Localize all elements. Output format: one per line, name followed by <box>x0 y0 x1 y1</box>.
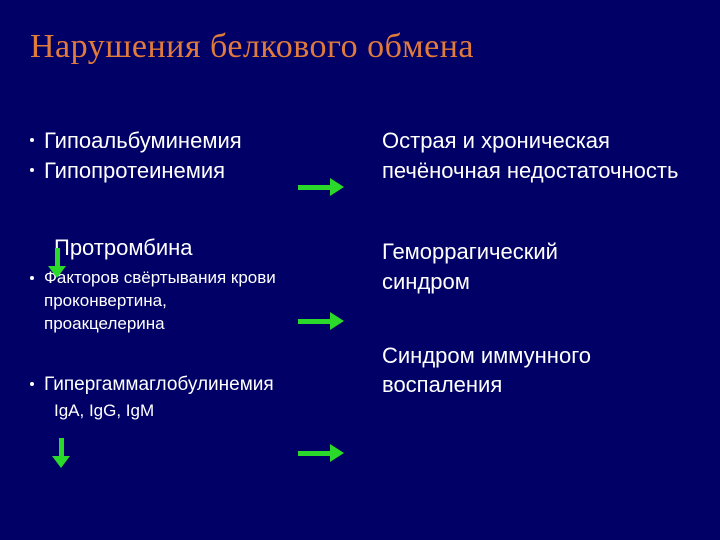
arrow-down-icon <box>48 248 66 278</box>
factors-block: Факторов свёртывания крови проконвертина… <box>44 267 276 336</box>
slide-title: Нарушения белкового обмена <box>30 28 690 66</box>
arrow-head-icon <box>330 178 344 196</box>
slide: Нарушения белкового обмена Гипоальбумине… <box>0 0 720 540</box>
list-item: Гипоальбуминемия <box>30 126 370 156</box>
group-hypergamma: Гипергаммаглобулинемия IgA, IgG, IgM <box>30 372 370 422</box>
factors-line: проконвертина, <box>44 290 276 313</box>
left-column: Гипоальбуминемия Гипопротеинемия Протром… <box>30 126 370 422</box>
item-hypergamma: Гипергаммаглобулинемия <box>44 372 274 398</box>
item-ig-list: IgA, IgG, IgM <box>54 400 370 422</box>
item-prothrombin: Протромбина <box>54 233 370 263</box>
arrow-right-icon <box>298 444 344 462</box>
item-hypoalbuminemia: Гипоальбуминемия <box>44 126 242 156</box>
arrow-shaft <box>59 438 64 456</box>
columns: Гипоальбуминемия Гипопротеинемия Протром… <box>30 126 690 422</box>
bullet-icon <box>30 276 34 280</box>
factors-line: проакцелерина <box>44 313 276 336</box>
arrow-shaft <box>298 451 330 456</box>
arrow-right-icon <box>298 178 344 196</box>
arrow-head-icon <box>52 456 70 468</box>
arrow-shaft <box>298 185 330 190</box>
arrow-down-icon <box>52 438 70 468</box>
arrow-shaft <box>298 319 330 324</box>
list-item: Гипергаммаглобулинемия <box>30 372 370 398</box>
outcome-line: Геморрагический <box>382 237 690 267</box>
arrow-shaft <box>55 248 60 266</box>
arrow-right-icon <box>298 312 344 330</box>
outcome-liver-failure: Острая и хроническая печёночная недостат… <box>382 126 690 185</box>
arrow-head-icon <box>330 444 344 462</box>
arrow-head-icon <box>48 266 66 278</box>
arrow-head-icon <box>330 312 344 330</box>
bullet-icon <box>30 138 34 142</box>
item-hypoproteinemia: Гипопротеинемия <box>44 156 225 186</box>
outcome-immune: Синдром иммунного воспаления <box>382 341 690 400</box>
group-hypo: Гипоальбуминемия Гипопротеинемия <box>30 126 370 185</box>
outcome-hemorrhagic: Геморрагический синдром <box>382 237 690 296</box>
outcome-line: синдром <box>382 267 690 297</box>
bullet-icon <box>30 168 34 172</box>
bullet-icon <box>30 382 34 386</box>
factors-line: Факторов свёртывания крови <box>44 267 276 290</box>
right-column: Острая и хроническая печёночная недостат… <box>382 126 690 422</box>
